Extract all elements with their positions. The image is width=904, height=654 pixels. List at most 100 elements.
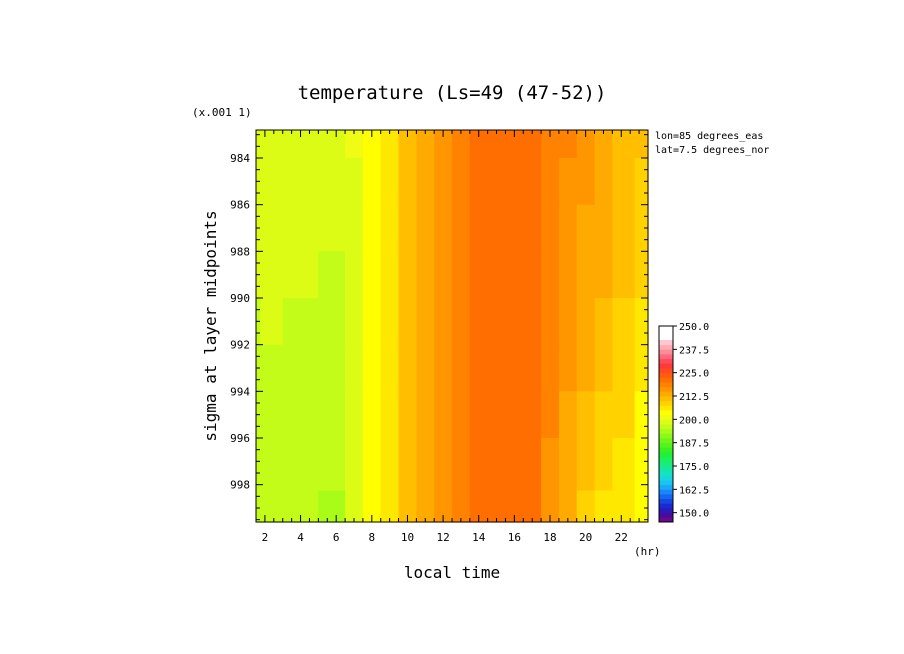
heatmap-cell (345, 158, 364, 206)
heatmap-cell (282, 298, 319, 346)
heatmap-cell (634, 438, 649, 492)
annotation-lat: lat=7.5 degrees_nor (655, 145, 769, 156)
colorbar-label: 200.0 (679, 415, 709, 426)
heatmap-cell (260, 130, 284, 159)
colorbar-label: 225.0 (679, 369, 709, 380)
colorbar-swatch (659, 414, 673, 420)
colorbar-swatch (659, 386, 673, 392)
heatmap-cell (612, 130, 636, 159)
heatmap-cell (434, 158, 453, 206)
heatmap-cell (576, 130, 596, 159)
heatmap-cell (523, 130, 542, 159)
colorbar: 150.0 162.5 175.0 187.5 200.0 212.5 225.0 237.5… (658, 322, 709, 523)
heatmap-cell (612, 158, 636, 206)
heatmap-cell (345, 130, 364, 159)
heatmap-cell (487, 391, 507, 439)
heatmap-cell (612, 251, 636, 299)
heatmap-cell (362, 298, 382, 346)
colorbar-swatch (659, 480, 673, 486)
heatmap-cell (487, 298, 507, 346)
heatmap-cell (469, 204, 489, 252)
heatmap-cell (594, 251, 613, 299)
y-tick-label: 988 (230, 245, 250, 258)
colorbar-swatch (659, 400, 673, 406)
colorbar-swatch (659, 517, 673, 523)
heatmap-cell (523, 344, 542, 392)
colorbar-swatch (659, 442, 673, 448)
heatmap-cell (398, 490, 417, 523)
heatmap-cell (362, 130, 382, 159)
heatmap-cell (594, 490, 613, 523)
heatmap-cell (576, 490, 596, 523)
heatmap-cell (558, 344, 578, 392)
heatmap-cell (380, 158, 400, 206)
colorbar-label: 150.0 (679, 509, 709, 520)
heatmap-cell (416, 130, 435, 159)
heatmap-cell (416, 438, 435, 492)
heatmap-cell (594, 298, 613, 346)
heatmap-cell (318, 438, 346, 492)
heatmap-cell (594, 130, 613, 159)
colorbar-label: 237.5 (679, 345, 709, 356)
heatmap-cell (541, 251, 560, 299)
x-tick-label: 8 (369, 531, 376, 544)
heatmap-cell (345, 204, 364, 252)
heatmap-cell (416, 344, 435, 392)
heatmap-cell (260, 251, 284, 299)
colorbar-swatch (659, 419, 673, 425)
colorbar-swatch (659, 344, 673, 350)
colorbar-swatch (659, 484, 673, 490)
heatmap-cell (576, 251, 596, 299)
heatmap-cell (505, 158, 524, 206)
x-tick-label: 12 (436, 531, 449, 544)
colorbar-label: 187.5 (679, 439, 709, 450)
heatmap-cell (541, 391, 560, 439)
heatmap-cell (362, 204, 382, 252)
x-unit-label: (hr) (634, 545, 661, 558)
heatmap-cell (416, 204, 435, 252)
heatmap-cell (282, 344, 319, 392)
heatmap-cell (523, 298, 542, 346)
y-tick-label: 984 (230, 152, 250, 165)
heatmap-cell (398, 130, 417, 159)
heatmap-cell (380, 344, 400, 392)
x-tick-label: 18 (543, 531, 556, 544)
heatmap-cell (469, 158, 489, 206)
heatmap-cell (505, 391, 524, 439)
heatmap-cell (487, 130, 507, 159)
colorbar-swatch (659, 410, 673, 416)
heatmap-cell (434, 298, 453, 346)
heatmap-cell (505, 251, 524, 299)
heatmap-cell (541, 344, 560, 392)
heatmap-cell (576, 438, 596, 492)
heatmap-cell (594, 391, 613, 439)
heatmap-cell (434, 391, 453, 439)
heatmap-cell (380, 438, 400, 492)
heatmap-cell (260, 438, 284, 492)
x-tick-label: 22 (615, 531, 628, 544)
heatmap-cell (318, 251, 346, 299)
heatmap-cell (282, 391, 319, 439)
heatmap-cell (576, 344, 596, 392)
heatmap-cell (576, 391, 596, 439)
heatmap-cell (380, 204, 400, 252)
heatmap-cell (362, 344, 382, 392)
colorbar-label: 212.5 (679, 392, 709, 403)
heatmap-cell (541, 130, 560, 159)
heatmap-cell (380, 130, 400, 159)
heatmap-cell (487, 438, 507, 492)
heatmap-cell (416, 490, 435, 523)
heatmap-cell (416, 298, 435, 346)
y-tick-label: 996 (230, 432, 250, 445)
heatmap-cell (434, 344, 453, 392)
heatmap-cell (260, 391, 284, 439)
heatmap-cell (523, 158, 542, 206)
heatmap-cell (452, 298, 471, 346)
heatmap-cell (469, 391, 489, 439)
heatmap-cell (612, 391, 636, 439)
heatmap-cell (345, 490, 364, 523)
colorbar-swatch (659, 489, 673, 495)
x-tick-label: 20 (579, 531, 592, 544)
heatmap-cell (256, 490, 262, 523)
